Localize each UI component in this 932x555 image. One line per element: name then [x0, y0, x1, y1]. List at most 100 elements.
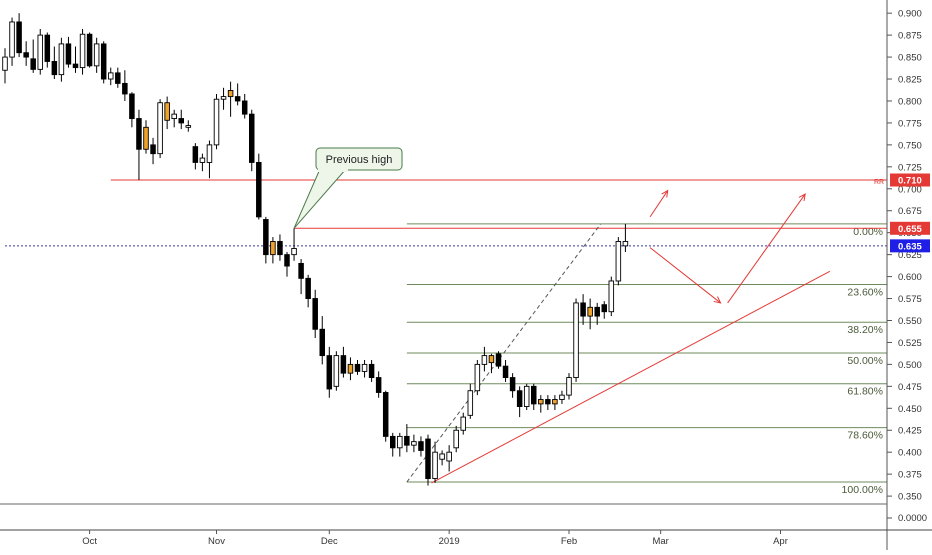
candle	[481, 346, 488, 372]
candle-body	[178, 118, 184, 124]
fib-level-label: 100.00%	[842, 484, 883, 496]
candle	[2, 48, 8, 84]
candle-body	[354, 363, 361, 372]
candle	[516, 386, 523, 418]
candle	[115, 67, 121, 88]
arrow-shaft	[649, 247, 721, 304]
candle	[213, 93, 220, 150]
candle	[37, 28, 44, 75]
candle-body	[453, 429, 459, 449]
price-tick-label: 0.575	[898, 294, 922, 305]
candle-body	[361, 363, 368, 372]
drawing-lines[interactable]	[5, 179, 887, 484]
candle-body	[107, 72, 114, 80]
candle-body	[545, 399, 551, 405]
fib-diagonal[interactable]	[406, 223, 602, 483]
fib-level-label: 78.60%	[847, 430, 883, 442]
candle	[545, 395, 551, 411]
time-tick-label: Nov	[208, 536, 225, 547]
candle	[361, 360, 368, 378]
candle	[425, 434, 431, 486]
candle-body	[552, 399, 558, 405]
candle	[432, 441, 438, 483]
price-tick-label: 0.825	[898, 75, 922, 86]
price-tick-label: 0.400	[898, 448, 922, 459]
candle-body	[2, 56, 8, 71]
price-tick-label: 0.625	[898, 250, 922, 261]
candle	[122, 70, 128, 101]
candle-body	[404, 435, 410, 446]
rr-label: RR	[874, 179, 884, 186]
candle-body	[256, 161, 262, 218]
candle	[382, 390, 389, 442]
time-axis[interactable]: Oct Nov Dec 2019 Feb Mar Apr	[82, 530, 788, 547]
previous-high-callout[interactable]: Previous high	[293, 147, 403, 229]
candle-body	[164, 102, 170, 121]
projection-arrows[interactable]	[649, 189, 806, 304]
arrow-up-breakout[interactable]	[649, 189, 669, 218]
arrow-up-rally[interactable]	[727, 193, 806, 304]
callout-joint	[318, 166, 348, 172]
candle	[608, 276, 615, 317]
fibonacci-retracement[interactable]: 0.00% 23.60% 38.20% 50.00% 61.80% 78.60% 100.0…	[406, 223, 887, 496]
candle-body	[538, 399, 544, 405]
price-tick-label: 0.525	[898, 338, 922, 349]
candle	[23, 41, 29, 66]
candle-body	[397, 435, 403, 449]
candle	[397, 432, 403, 457]
time-tick-label: Apr	[773, 536, 788, 547]
candle-body	[23, 52, 29, 58]
candle	[573, 298, 579, 382]
fib-level-label: 0.00%	[853, 226, 883, 238]
arrow-head	[661, 189, 669, 198]
candle-body	[270, 241, 276, 256]
candle	[129, 92, 135, 128]
ascending-trendline[interactable]	[431, 270, 831, 484]
price-tick-label: 0.425	[898, 426, 922, 437]
candle-body	[531, 385, 537, 405]
candle-body	[375, 377, 382, 393]
candle-body	[72, 63, 79, 69]
candle-body	[143, 126, 149, 150]
candle	[185, 120, 192, 132]
candle-body	[573, 302, 579, 379]
candle	[79, 28, 86, 75]
candle-body	[418, 441, 424, 451]
candle	[566, 373, 572, 400]
candle-body	[467, 390, 474, 416]
candle	[474, 360, 481, 396]
candle	[340, 346, 347, 378]
candle-body	[93, 43, 100, 67]
candle-body	[213, 98, 220, 146]
candle	[488, 353, 495, 374]
candle	[418, 436, 424, 457]
price-tick-label: 0.350	[898, 492, 922, 503]
candle	[150, 137, 156, 165]
fib-level-label: 61.80%	[847, 386, 883, 398]
candle-body	[234, 96, 241, 102]
candle-body	[9, 21, 15, 58]
candle	[326, 346, 333, 398]
candle	[58, 37, 65, 82]
candle	[446, 445, 452, 472]
candle-body	[86, 33, 93, 67]
candle-body	[460, 416, 467, 431]
callout-box[interactable]	[315, 147, 403, 171]
candle	[284, 252, 290, 277]
candle-body	[241, 100, 248, 115]
price-tick-label: 0.450	[898, 404, 922, 415]
candle-body	[326, 355, 333, 390]
arrow-down-pullback[interactable]	[649, 247, 722, 304]
price-axis-background	[887, 0, 932, 550]
price-axis[interactable]: 0.900 0.875 0.850 0.825 0.800 0.775 0.750 0.725…	[886, 0, 932, 550]
candle-body	[171, 113, 177, 119]
lower-pane: 0.0000	[0, 503, 932, 531]
candle	[178, 109, 184, 130]
price-tick-label: 0.375	[898, 470, 922, 481]
candle	[164, 96, 170, 130]
candle	[502, 360, 509, 382]
candle	[100, 41, 107, 84]
